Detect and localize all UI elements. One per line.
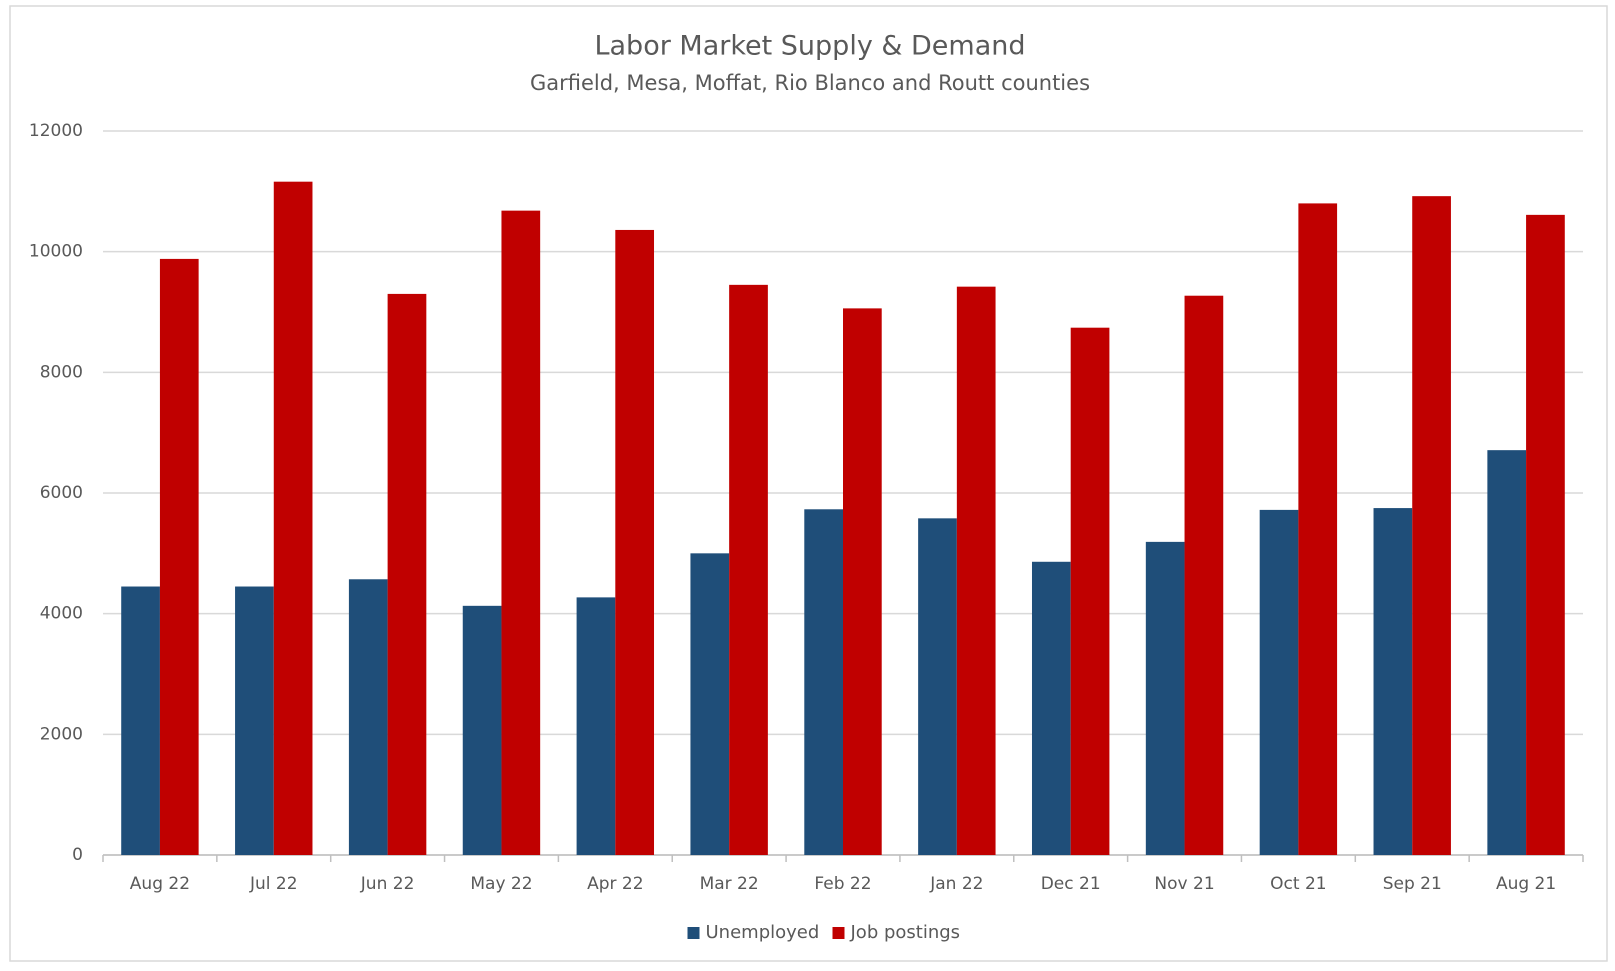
bar — [235, 586, 274, 855]
legend-swatch — [832, 927, 845, 939]
legend-label: Job postings — [850, 922, 961, 943]
bar — [1031, 561, 1071, 855]
chart-title: Labor Market Supply & Demand — [594, 31, 1025, 62]
bar — [918, 518, 957, 855]
x-tick-label: Oct 21 — [1270, 874, 1326, 894]
y-tick-label: 12000 — [29, 121, 83, 141]
x-tick-label: Aug 21 — [1496, 874, 1556, 894]
y-tick-label: 4000 — [40, 604, 83, 624]
bar — [1259, 509, 1299, 855]
x-tick-label: Dec 21 — [1041, 874, 1101, 894]
y-tick-label: 0 — [72, 845, 83, 865]
bar — [804, 509, 843, 855]
bar — [501, 210, 541, 855]
bar — [576, 597, 616, 855]
bar — [1145, 541, 1185, 855]
bar — [121, 586, 160, 855]
y-tick-label: 8000 — [40, 362, 83, 382]
bar — [690, 553, 730, 855]
x-tick-label: Apr 22 — [587, 874, 643, 894]
x-tick-label: Jun 22 — [360, 874, 415, 894]
bar — [348, 579, 388, 855]
legend-label: Unemployed — [706, 922, 820, 943]
bar — [729, 284, 768, 856]
bar — [1298, 203, 1338, 855]
y-tick-label: 10000 — [29, 242, 83, 262]
bar — [387, 293, 427, 855]
bar — [843, 308, 882, 855]
bar — [1070, 327, 1110, 856]
chart-subtitle: Garfield, Mesa, Moffat, Rio Blanco and R… — [530, 71, 1090, 95]
x-tick-label: May 22 — [470, 874, 532, 894]
bar — [1526, 214, 1565, 855]
bar — [159, 258, 199, 855]
legend-swatch — [687, 927, 700, 939]
x-tick-label: Mar 22 — [700, 874, 759, 894]
bar — [273, 181, 313, 855]
x-tick-label: Sep 21 — [1383, 874, 1442, 894]
bar — [1412, 196, 1451, 855]
bar — [1487, 450, 1527, 855]
bar — [615, 229, 655, 856]
y-tick-label: 6000 — [40, 483, 83, 503]
bar — [1184, 295, 1224, 856]
x-tick-label: Aug 22 — [130, 874, 190, 894]
x-tick-label: Nov 21 — [1154, 874, 1214, 894]
bar — [956, 286, 996, 855]
x-tick-label: Jul 22 — [249, 874, 298, 894]
bar — [1373, 508, 1413, 855]
bar — [462, 605, 502, 855]
x-tick-label: Jan 22 — [929, 874, 983, 894]
x-tick-label: Feb 22 — [814, 874, 871, 894]
y-tick-label: 2000 — [40, 724, 83, 744]
